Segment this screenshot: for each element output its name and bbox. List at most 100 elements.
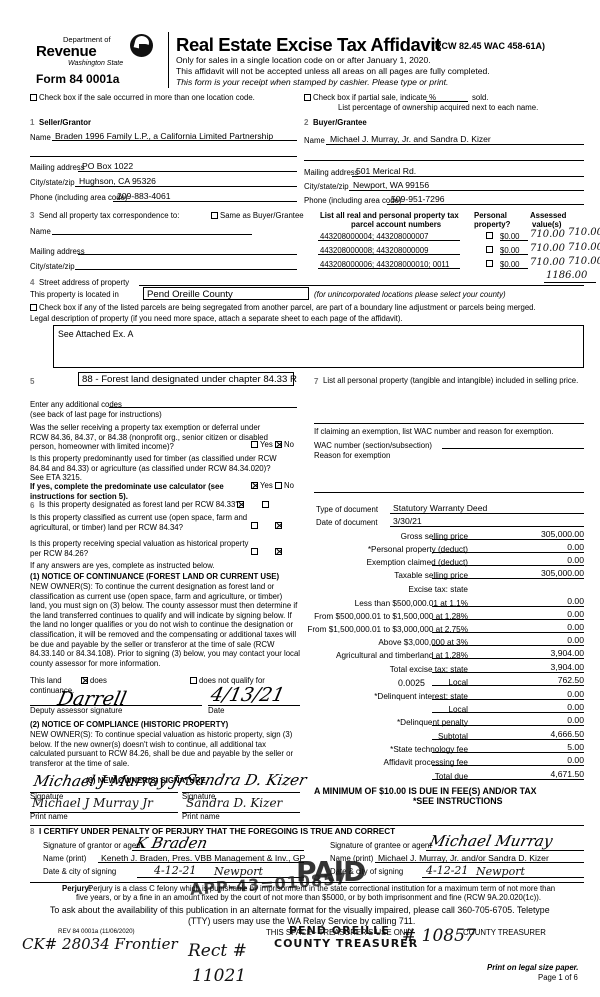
grantor-name-line[interactable] bbox=[98, 862, 304, 863]
seller-mailing-line[interactable] bbox=[78, 171, 297, 172]
q2-note: If yes, complete the predominate use cal… bbox=[30, 482, 224, 501]
does-qualify-checkbox[interactable] bbox=[81, 677, 88, 684]
county-select[interactable] bbox=[143, 287, 309, 300]
q1-yes-checkbox[interactable] bbox=[251, 441, 258, 448]
new-owner-print-line-2[interactable] bbox=[182, 812, 300, 813]
print-name-label-2: Print name bbox=[182, 812, 220, 821]
parcel-row2-line[interactable] bbox=[318, 254, 460, 255]
deputy-signature-line[interactable] bbox=[30, 705, 202, 706]
same-as-buyer-label: Same as Buyer/Grantee bbox=[220, 211, 304, 220]
use-code-select[interactable] bbox=[78, 372, 294, 386]
forest-q1-no-checkbox[interactable] bbox=[262, 501, 269, 508]
seller-city-line[interactable] bbox=[75, 186, 297, 187]
seller-phone-line[interactable] bbox=[113, 201, 297, 202]
tax-label: Local bbox=[448, 705, 468, 714]
treasurer-space-label: THIS SPACE - TREASURER'S USE ONLY bbox=[266, 928, 415, 937]
buyer-city-value: Newport, WA 99156 bbox=[353, 180, 430, 190]
buyer-name-line[interactable] bbox=[326, 144, 584, 145]
grantee-date-line[interactable] bbox=[422, 877, 584, 878]
same-as-buyer-checkbox[interactable] bbox=[211, 212, 218, 219]
buyer-name-line2[interactable] bbox=[304, 160, 584, 161]
reason-exemption-label: Reason for exemption bbox=[314, 451, 391, 460]
receipt-number-handwriting: 11021 bbox=[192, 966, 247, 986]
corr-mailing-label: Mailing address bbox=[30, 247, 85, 256]
deputy-date-value: 4/13/21 bbox=[208, 684, 287, 706]
partial-sale-checkbox[interactable] bbox=[304, 94, 311, 101]
doc-type-line[interactable] bbox=[390, 513, 584, 514]
doc-date-value: 3/30/21 bbox=[393, 516, 422, 526]
forest-q1-yes-checkbox[interactable] bbox=[237, 501, 244, 508]
tax-label: *Personal property (deduct) bbox=[367, 545, 468, 554]
q2-no-checkbox[interactable] bbox=[275, 482, 282, 489]
forest-q2-yes-checkbox[interactable] bbox=[251, 522, 258, 529]
grantee-signature-line[interactable] bbox=[426, 850, 584, 851]
parcel-row3-personal-checkbox[interactable] bbox=[486, 260, 493, 267]
corr-name-line[interactable] bbox=[52, 234, 252, 235]
tax-label: *Delinquent penalty bbox=[396, 718, 468, 727]
perjury-line1: Perjury is a class C felony which is pun… bbox=[88, 884, 556, 893]
forest-question-1: Is this property designated as forest la… bbox=[39, 500, 240, 509]
forest-instruct: If any answers are yes, complete as inst… bbox=[30, 561, 215, 570]
revenue-logo-icon bbox=[130, 34, 153, 57]
does-not-qualify-checkbox[interactable] bbox=[190, 677, 197, 684]
doc-date-line[interactable] bbox=[390, 526, 584, 527]
seller-heading: Seller/Grantor bbox=[39, 118, 91, 127]
parcel-row2-assessed: $0.00 bbox=[500, 246, 520, 255]
new-owner-print-line-1[interactable] bbox=[30, 812, 178, 813]
parcel-col1-line2: parcel account numbers bbox=[351, 220, 442, 229]
new-owner-sig-line-2[interactable] bbox=[182, 792, 300, 793]
buyer-mailing-value: 501 Merical Rd. bbox=[356, 166, 417, 176]
forest-q2-no-checkbox[interactable] bbox=[275, 522, 282, 529]
parcel-row1-line[interactable] bbox=[318, 240, 460, 241]
seller-name-line2[interactable] bbox=[30, 156, 297, 157]
buyer-mailing-line[interactable] bbox=[352, 176, 584, 177]
tax-value: 0.00 bbox=[567, 555, 584, 565]
tax-value: 0.00 bbox=[567, 689, 584, 699]
partial-sale-label: Check box if partial sale, indicate % bbox=[313, 93, 437, 102]
grantee-name-line[interactable] bbox=[375, 862, 584, 863]
seller-name-label: Name bbox=[30, 133, 51, 142]
reason-exemption-line[interactable] bbox=[314, 492, 584, 493]
tax-rule bbox=[432, 725, 584, 726]
tax-rule bbox=[432, 765, 584, 766]
tax-label: Less than $500,000.01 at 1.1% bbox=[354, 599, 468, 608]
treasurer-stamp-line1: PEND OREILLE bbox=[289, 924, 390, 937]
tax-rule bbox=[432, 699, 584, 700]
seller-name-line[interactable] bbox=[52, 140, 297, 141]
parcel-row3-line[interactable] bbox=[318, 268, 460, 269]
personal-property-line[interactable] bbox=[314, 423, 584, 424]
new-owner-sig-line-1[interactable] bbox=[30, 792, 178, 793]
buyer-city-line[interactable] bbox=[349, 190, 584, 191]
parcel-row2-personal-checkbox[interactable] bbox=[486, 246, 493, 253]
forest-q3-yes-checkbox[interactable] bbox=[251, 548, 258, 555]
corr-city-label: City/state/zip bbox=[30, 262, 75, 271]
tax-rule bbox=[432, 712, 584, 713]
wac-number-line[interactable] bbox=[442, 448, 584, 449]
tax-rule bbox=[432, 565, 584, 566]
tax-value: 0.00 bbox=[567, 596, 584, 606]
forest-q3-no-checkbox[interactable] bbox=[275, 548, 282, 555]
street-address-line[interactable] bbox=[139, 285, 584, 286]
corr-city-line[interactable] bbox=[75, 269, 297, 270]
legal-description-box[interactable] bbox=[53, 325, 584, 368]
additional-codes-line[interactable] bbox=[109, 407, 297, 408]
certify-divider bbox=[30, 825, 584, 826]
corr-mailing-line[interactable] bbox=[78, 254, 297, 255]
partial-sale-pct-line[interactable] bbox=[426, 101, 468, 102]
grantor-signature-line[interactable] bbox=[132, 850, 304, 851]
segregated-checkbox[interactable] bbox=[30, 304, 37, 311]
q1-no-checkbox[interactable] bbox=[275, 441, 282, 448]
parcel-row3-assessed-line bbox=[500, 268, 528, 269]
q2-yes-checkbox[interactable] bbox=[251, 482, 258, 489]
grantor-date-line[interactable] bbox=[137, 877, 304, 878]
parcel-row1-hand1: 710.00 bbox=[530, 229, 565, 240]
multi-location-checkbox[interactable] bbox=[30, 94, 37, 101]
deputy-date-line[interactable] bbox=[208, 705, 300, 706]
does-not-qualify-label: does not qualify for bbox=[199, 676, 265, 685]
receipt-label-handwriting: Rect # bbox=[188, 941, 247, 961]
parcel-row1-personal-checkbox[interactable] bbox=[486, 232, 493, 239]
tax-label: From $1,500,000.01 to $3,000,000 at 2.75… bbox=[307, 625, 468, 634]
grantee-signature: Michael Murray bbox=[428, 832, 555, 850]
tax-rule bbox=[432, 752, 584, 753]
buyer-phone-line[interactable] bbox=[387, 204, 584, 205]
